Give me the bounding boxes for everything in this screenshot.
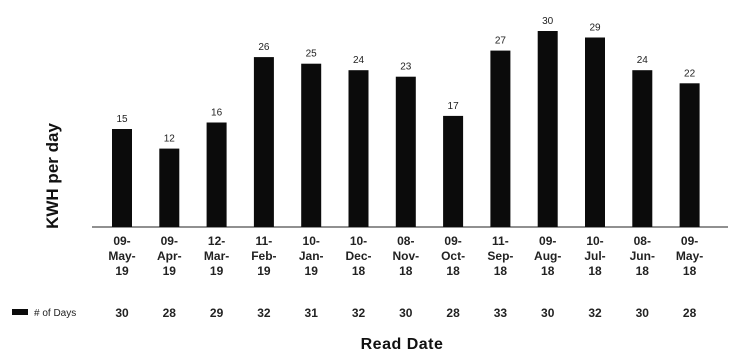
x-tick-label-11: 08-Jun-18 xyxy=(630,234,655,278)
days-value-2: 29 xyxy=(210,306,224,320)
x-tick-label-6: 08-Nov-18 xyxy=(392,234,419,278)
bar-value-label-5: 24 xyxy=(353,55,365,66)
x-tick-label-3: 11-Feb-19 xyxy=(251,234,276,278)
bar-4 xyxy=(301,63,322,228)
bar-0 xyxy=(112,129,132,227)
bar-11 xyxy=(632,70,653,227)
days-value-6: 30 xyxy=(399,306,413,320)
days-value-11: 30 xyxy=(636,306,650,320)
bar-value-label-1: 12 xyxy=(164,134,176,145)
bar-6 xyxy=(395,76,416,227)
bar-5 xyxy=(348,70,369,227)
days-value-9: 30 xyxy=(541,306,555,320)
days-value-4: 31 xyxy=(305,306,319,320)
bar-value-label-6: 23 xyxy=(400,62,412,73)
bar-value-label-3: 26 xyxy=(258,42,270,53)
x-tick-label-4: 10-Jan-19 xyxy=(299,234,324,278)
x-tick-label-8: 11-Sep-18 xyxy=(487,234,513,278)
x-tick-label-10: 10-Jul-18 xyxy=(584,234,605,278)
bar-2 xyxy=(206,122,227,227)
x-tick-label-7: 09-Oct-18 xyxy=(441,234,465,278)
bar-value-label-9: 30 xyxy=(542,16,554,27)
bar-value-label-12: 22 xyxy=(684,68,696,79)
bar-value-label-11: 24 xyxy=(637,55,649,66)
bar-12 xyxy=(679,83,700,227)
bar-7 xyxy=(443,115,464,227)
x-tick-label-12: 09-May-18 xyxy=(676,234,703,278)
days-value-8: 33 xyxy=(494,306,508,320)
bar-3 xyxy=(253,57,274,227)
x-tick-label-1: 09-Apr-19 xyxy=(157,234,182,278)
days-value-3: 32 xyxy=(257,306,271,320)
bar-value-label-10: 29 xyxy=(589,23,601,34)
bar-9 xyxy=(537,31,558,227)
bar-value-label-4: 25 xyxy=(306,49,318,60)
days-value-10: 32 xyxy=(588,306,602,320)
x-tick-labels: 09-May-19 09-Apr-19 12-Mar-19 11-Feb-19 10-J… xyxy=(108,234,703,278)
days-value-0: 30 xyxy=(115,306,129,320)
x-tick-label-5: 10-Dec-18 xyxy=(345,234,371,278)
days-value-1: 28 xyxy=(163,306,177,320)
bar-value-label-0: 15 xyxy=(116,114,128,125)
bar-value-label-2: 16 xyxy=(211,108,223,119)
days-value-12: 28 xyxy=(683,306,697,320)
bar-value-label-7: 17 xyxy=(448,101,460,112)
days-value-7: 28 xyxy=(446,306,460,320)
y-axis-label: KWH per day xyxy=(43,123,62,229)
bar-value-labels: 15 12 16 26 25 24 23 17 27 30 29 24 22 xyxy=(116,16,695,145)
x-tick-label-9: 09-Aug-18 xyxy=(534,234,561,278)
bars-group xyxy=(112,31,700,228)
x-tick-label-0: 09-May-19 xyxy=(108,234,135,278)
x-tick-label-2: 12-Mar-19 xyxy=(204,234,229,278)
x-axis-label: Read Date xyxy=(361,336,444,353)
bar-8 xyxy=(490,50,511,227)
days-legend-label: # of Days xyxy=(34,308,76,319)
days-value-5: 32 xyxy=(352,306,366,320)
bar-10 xyxy=(585,37,605,227)
bar-value-label-8: 27 xyxy=(495,36,507,47)
days-legend-swatch xyxy=(12,309,28,315)
days-row-values: 30 28 29 32 31 32 30 28 33 30 32 30 28 xyxy=(115,306,696,320)
bar-1 xyxy=(159,148,180,227)
